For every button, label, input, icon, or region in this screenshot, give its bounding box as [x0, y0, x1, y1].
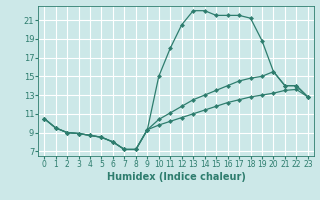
X-axis label: Humidex (Indice chaleur): Humidex (Indice chaleur): [107, 172, 245, 182]
